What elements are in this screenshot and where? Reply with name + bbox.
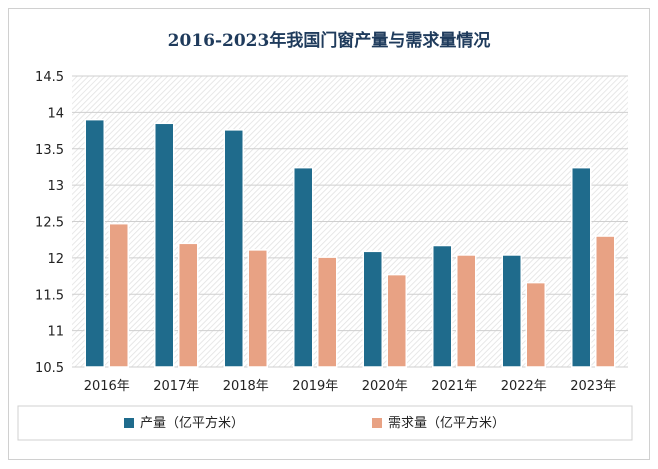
x-tick-label: 2018年 bbox=[223, 379, 269, 394]
y-tick-label: 13.5 bbox=[35, 143, 64, 158]
y-tick-label: 14.5 bbox=[35, 70, 64, 85]
x-tick-label: 2019年 bbox=[292, 379, 338, 394]
bar-demand bbox=[386, 273, 407, 368]
bar-output bbox=[223, 129, 244, 368]
legend-label: 产量（亿平方米） bbox=[140, 415, 244, 431]
x-tick-label: 2020年 bbox=[362, 379, 408, 394]
legend-entries: 产量（亿平方米） 需求量（亿平方米） bbox=[124, 415, 505, 431]
bar-demand bbox=[317, 256, 338, 368]
x-tick-label: 2022年 bbox=[501, 379, 547, 394]
bar-output bbox=[501, 254, 522, 368]
y-axis: 10.5 11 11.5 12 12.5 13 13.5 14 14.5 bbox=[35, 70, 64, 376]
x-tick-label: 2023年 bbox=[570, 379, 616, 394]
y-tick-label: 11 bbox=[47, 325, 64, 340]
bar-demand bbox=[595, 235, 616, 368]
bar-demand bbox=[247, 249, 268, 368]
chart-title: 2016-2023年我国门窗产量与需求量情况 bbox=[168, 30, 491, 51]
bar-demand bbox=[178, 242, 199, 368]
legend-swatch bbox=[124, 418, 134, 428]
y-tick-label: 10.5 bbox=[35, 361, 64, 376]
bar-demand bbox=[456, 254, 477, 368]
x-tick-label: 2017年 bbox=[153, 379, 199, 394]
bars bbox=[84, 118, 616, 368]
bar-output bbox=[154, 122, 175, 368]
y-tick-label: 12.5 bbox=[35, 216, 64, 231]
legend bbox=[17, 405, 633, 441]
x-tick-label: 2021年 bbox=[431, 379, 477, 394]
x-tick-label: 2016年 bbox=[84, 379, 130, 394]
bar-demand bbox=[108, 222, 129, 368]
bar-output bbox=[362, 250, 383, 368]
x-axis: 2016年 2017年 2018年 2019年 2020年 2021年 2022年 2023年 bbox=[84, 379, 617, 394]
bar-output bbox=[84, 118, 105, 368]
y-tick-label: 11.5 bbox=[35, 288, 64, 303]
y-tick-label: 14 bbox=[47, 106, 64, 121]
legend-label: 需求量（亿平方米） bbox=[388, 415, 505, 431]
bar-demand bbox=[525, 281, 546, 368]
y-tick-label: 12 bbox=[47, 252, 64, 267]
y-tick-label: 13 bbox=[47, 179, 64, 194]
legend-swatch bbox=[372, 418, 382, 428]
bar-output bbox=[293, 166, 314, 368]
bar-output bbox=[571, 166, 592, 368]
bar-output bbox=[432, 244, 453, 368]
